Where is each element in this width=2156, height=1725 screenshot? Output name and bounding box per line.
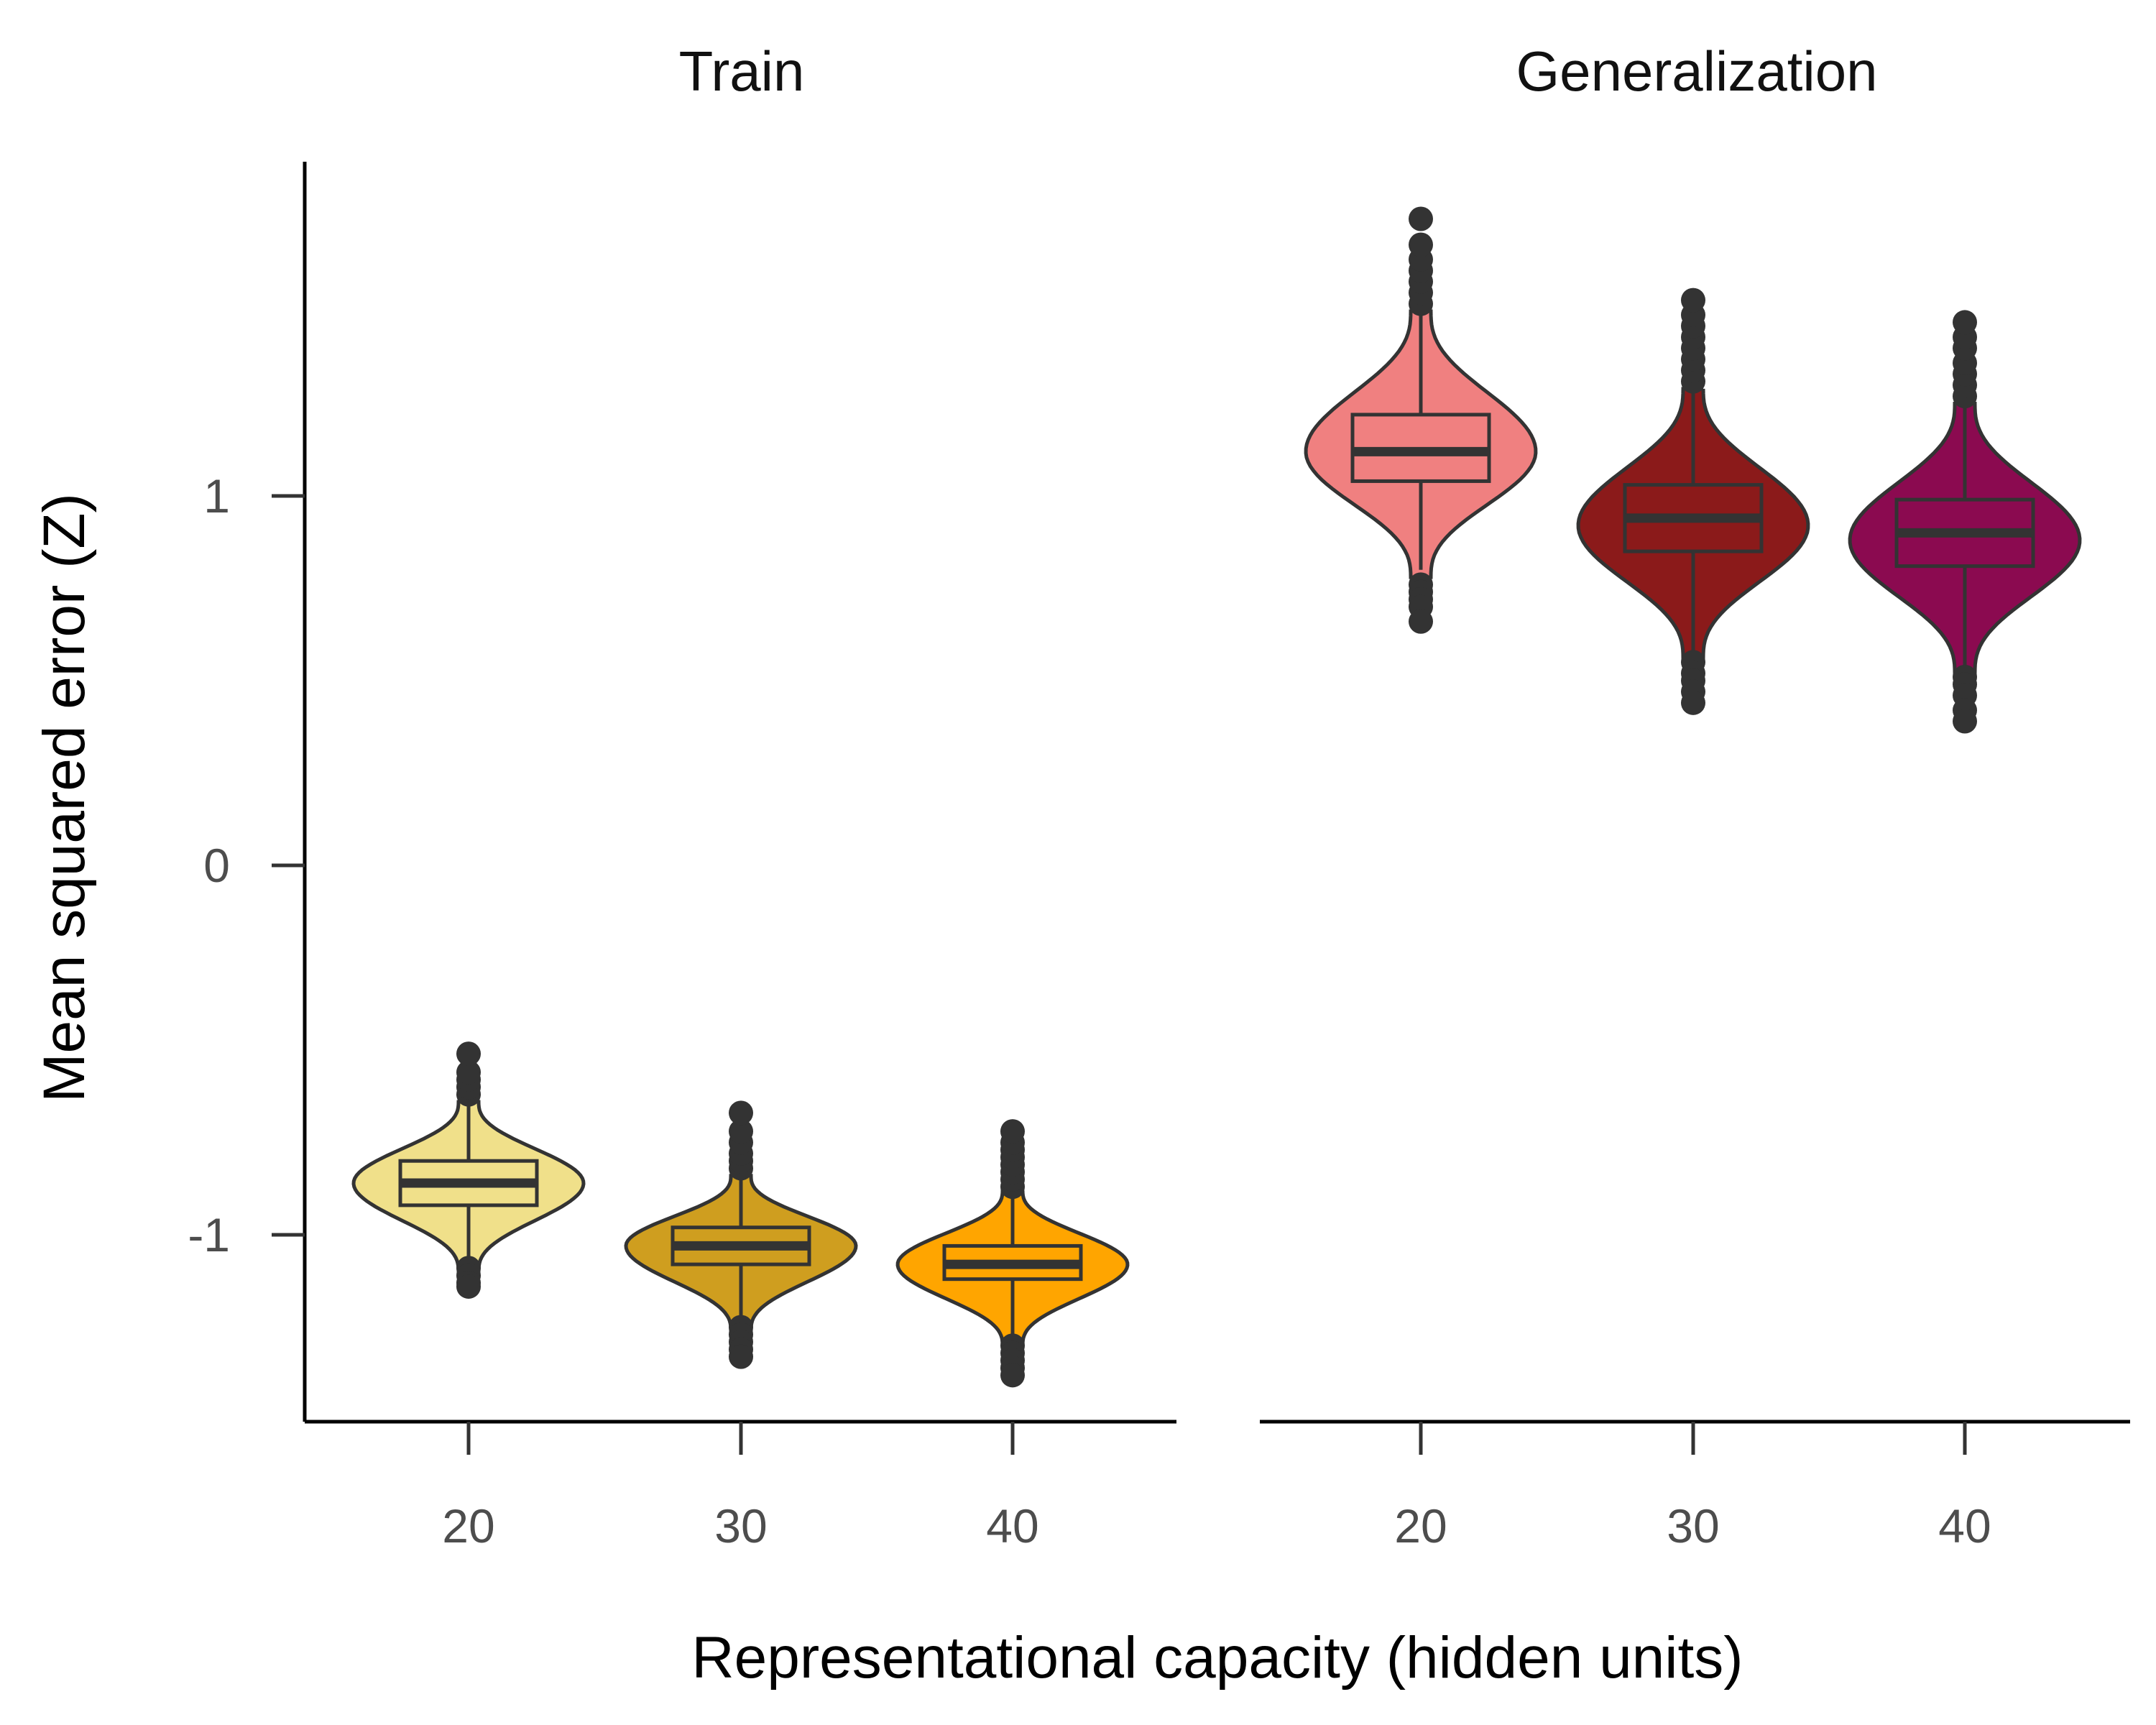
x-tick-label: 20 (442, 1499, 494, 1552)
x-axes: 20 30 40 20 30 40 (305, 1420, 2130, 1552)
outlier-point (456, 1274, 481, 1299)
y-tick-label: 1 (203, 469, 230, 523)
violin-group-generalization-20 (1304, 206, 1538, 634)
y-tick-label: -1 (188, 1208, 230, 1261)
facet-title-train: Train (679, 40, 805, 103)
outlier-point (456, 1041, 481, 1067)
outlier-point (1000, 1119, 1025, 1144)
violin-group-train-20 (351, 1041, 586, 1299)
x-tick-label: 40 (986, 1499, 1038, 1552)
violin-shape (1304, 309, 1538, 579)
marks (351, 206, 2082, 1388)
outlier-point (1953, 310, 1977, 335)
x-tick-label: 40 (1938, 1499, 1991, 1552)
panel-generalization: Generalization (1516, 40, 1878, 103)
panel-train: Train (679, 40, 805, 103)
outlier-point (1409, 206, 1433, 231)
x-tick-label: 30 (1667, 1499, 1719, 1552)
outlier-point (1953, 709, 1977, 734)
x-axis-title: Representational capacity (hidden units) (691, 1625, 1743, 1690)
violin-group-train-30 (624, 1100, 858, 1369)
outlier-point (729, 1344, 753, 1369)
outlier-point (1000, 1363, 1025, 1388)
outlier-point (456, 1059, 481, 1085)
outlier-point (729, 1119, 753, 1144)
outlier-point (1409, 232, 1433, 257)
violin-group-train-40 (895, 1119, 1130, 1388)
y-axis-title: Mean squared error (Z) (32, 493, 97, 1103)
y-tick-label: 0 (203, 839, 230, 892)
violin-group-generalization-40 (1848, 310, 2082, 734)
y-axis: -1 0 1 (188, 162, 307, 1422)
facet-title-generalization: Generalization (1516, 40, 1878, 103)
x-tick-label: 30 (714, 1499, 767, 1552)
x-tick-label: 20 (1394, 1499, 1447, 1552)
outlier-point (1681, 288, 1705, 313)
outlier-point (1681, 690, 1705, 715)
outlier-point (729, 1100, 753, 1126)
outlier-point (1409, 609, 1433, 634)
violin-group-generalization-30 (1576, 288, 1810, 715)
